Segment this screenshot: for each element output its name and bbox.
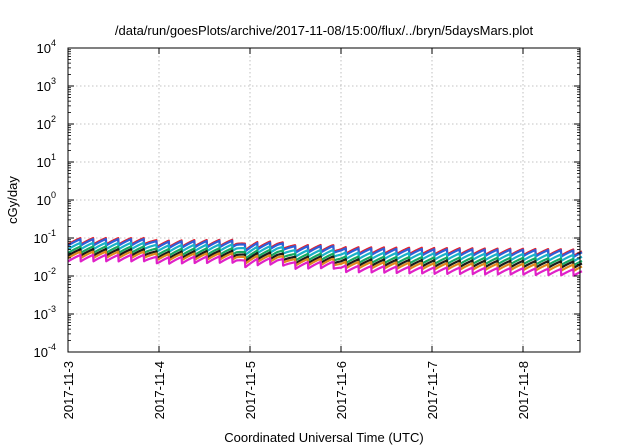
y-tick-exponent: 2 xyxy=(51,114,56,124)
y-tick-base: 10 xyxy=(37,79,51,94)
x-axis-tick-labels: 2017-11-3 2017-11-4 2017-11-5 2017-11-6 2017… xyxy=(61,361,531,419)
y-tick-label: 10-3 xyxy=(34,304,56,322)
y-tick-label: 10-1 xyxy=(34,228,56,246)
y-tick-exponent: -3 xyxy=(48,304,56,314)
x-tick-label: 2017-11-3 xyxy=(61,361,76,419)
y-tick-exponent: 0 xyxy=(51,190,56,200)
x-tick-label: 2017-11-8 xyxy=(516,361,531,419)
y-tick-exponent: 4 xyxy=(51,38,56,48)
y-tick-label: 102 xyxy=(37,114,56,132)
x-tick-label: 2017-11-7 xyxy=(425,361,440,419)
chart-title: /data/run/goesPlots/archive/2017-11-08/1… xyxy=(115,23,534,38)
y-tick-label: 101 xyxy=(37,152,56,170)
x-axis-label: Coordinated Universal Time (UTC) xyxy=(224,430,423,445)
y-tick-exponent: 1 xyxy=(51,152,56,162)
data-series-group xyxy=(67,236,583,277)
y-tick-base: 10 xyxy=(34,307,48,322)
data-line-series-orange xyxy=(67,250,583,273)
axis-ticks xyxy=(67,47,580,353)
y-tick-label: 10-4 xyxy=(34,342,56,360)
y-tick-base: 10 xyxy=(34,269,48,284)
y-tick-base: 10 xyxy=(37,193,51,208)
data-line-series-black xyxy=(67,248,583,270)
x-tick-label: 2017-11-5 xyxy=(243,361,258,419)
y-tick-label: 10-2 xyxy=(34,266,56,284)
y-tick-base: 10 xyxy=(37,41,51,56)
y-tick-base: 10 xyxy=(34,345,48,360)
y-tick-base: 10 xyxy=(34,231,48,246)
y-tick-exponent: 3 xyxy=(51,76,56,86)
y-tick-label: 103 xyxy=(37,76,56,94)
data-line-series-blue xyxy=(67,237,583,259)
y-tick-exponent: -1 xyxy=(48,228,56,238)
y-tick-exponent: -4 xyxy=(48,342,56,352)
data-line-series-cyan xyxy=(67,241,583,263)
y-tick-label: 104 xyxy=(37,38,56,56)
gridlines xyxy=(68,48,580,352)
y-tick-base: 10 xyxy=(37,155,51,170)
x-tick-label: 2017-11-6 xyxy=(334,361,349,419)
x-tick-label: 2017-11-4 xyxy=(152,361,167,419)
data-line-series-magenta xyxy=(67,253,583,277)
y-tick-exponent: -2 xyxy=(48,266,56,276)
y-tick-base: 10 xyxy=(37,117,51,132)
y-tick-label: 100 xyxy=(37,190,56,208)
data-line-series-green xyxy=(67,245,583,267)
y-axis-label: cGy/day xyxy=(5,176,20,224)
